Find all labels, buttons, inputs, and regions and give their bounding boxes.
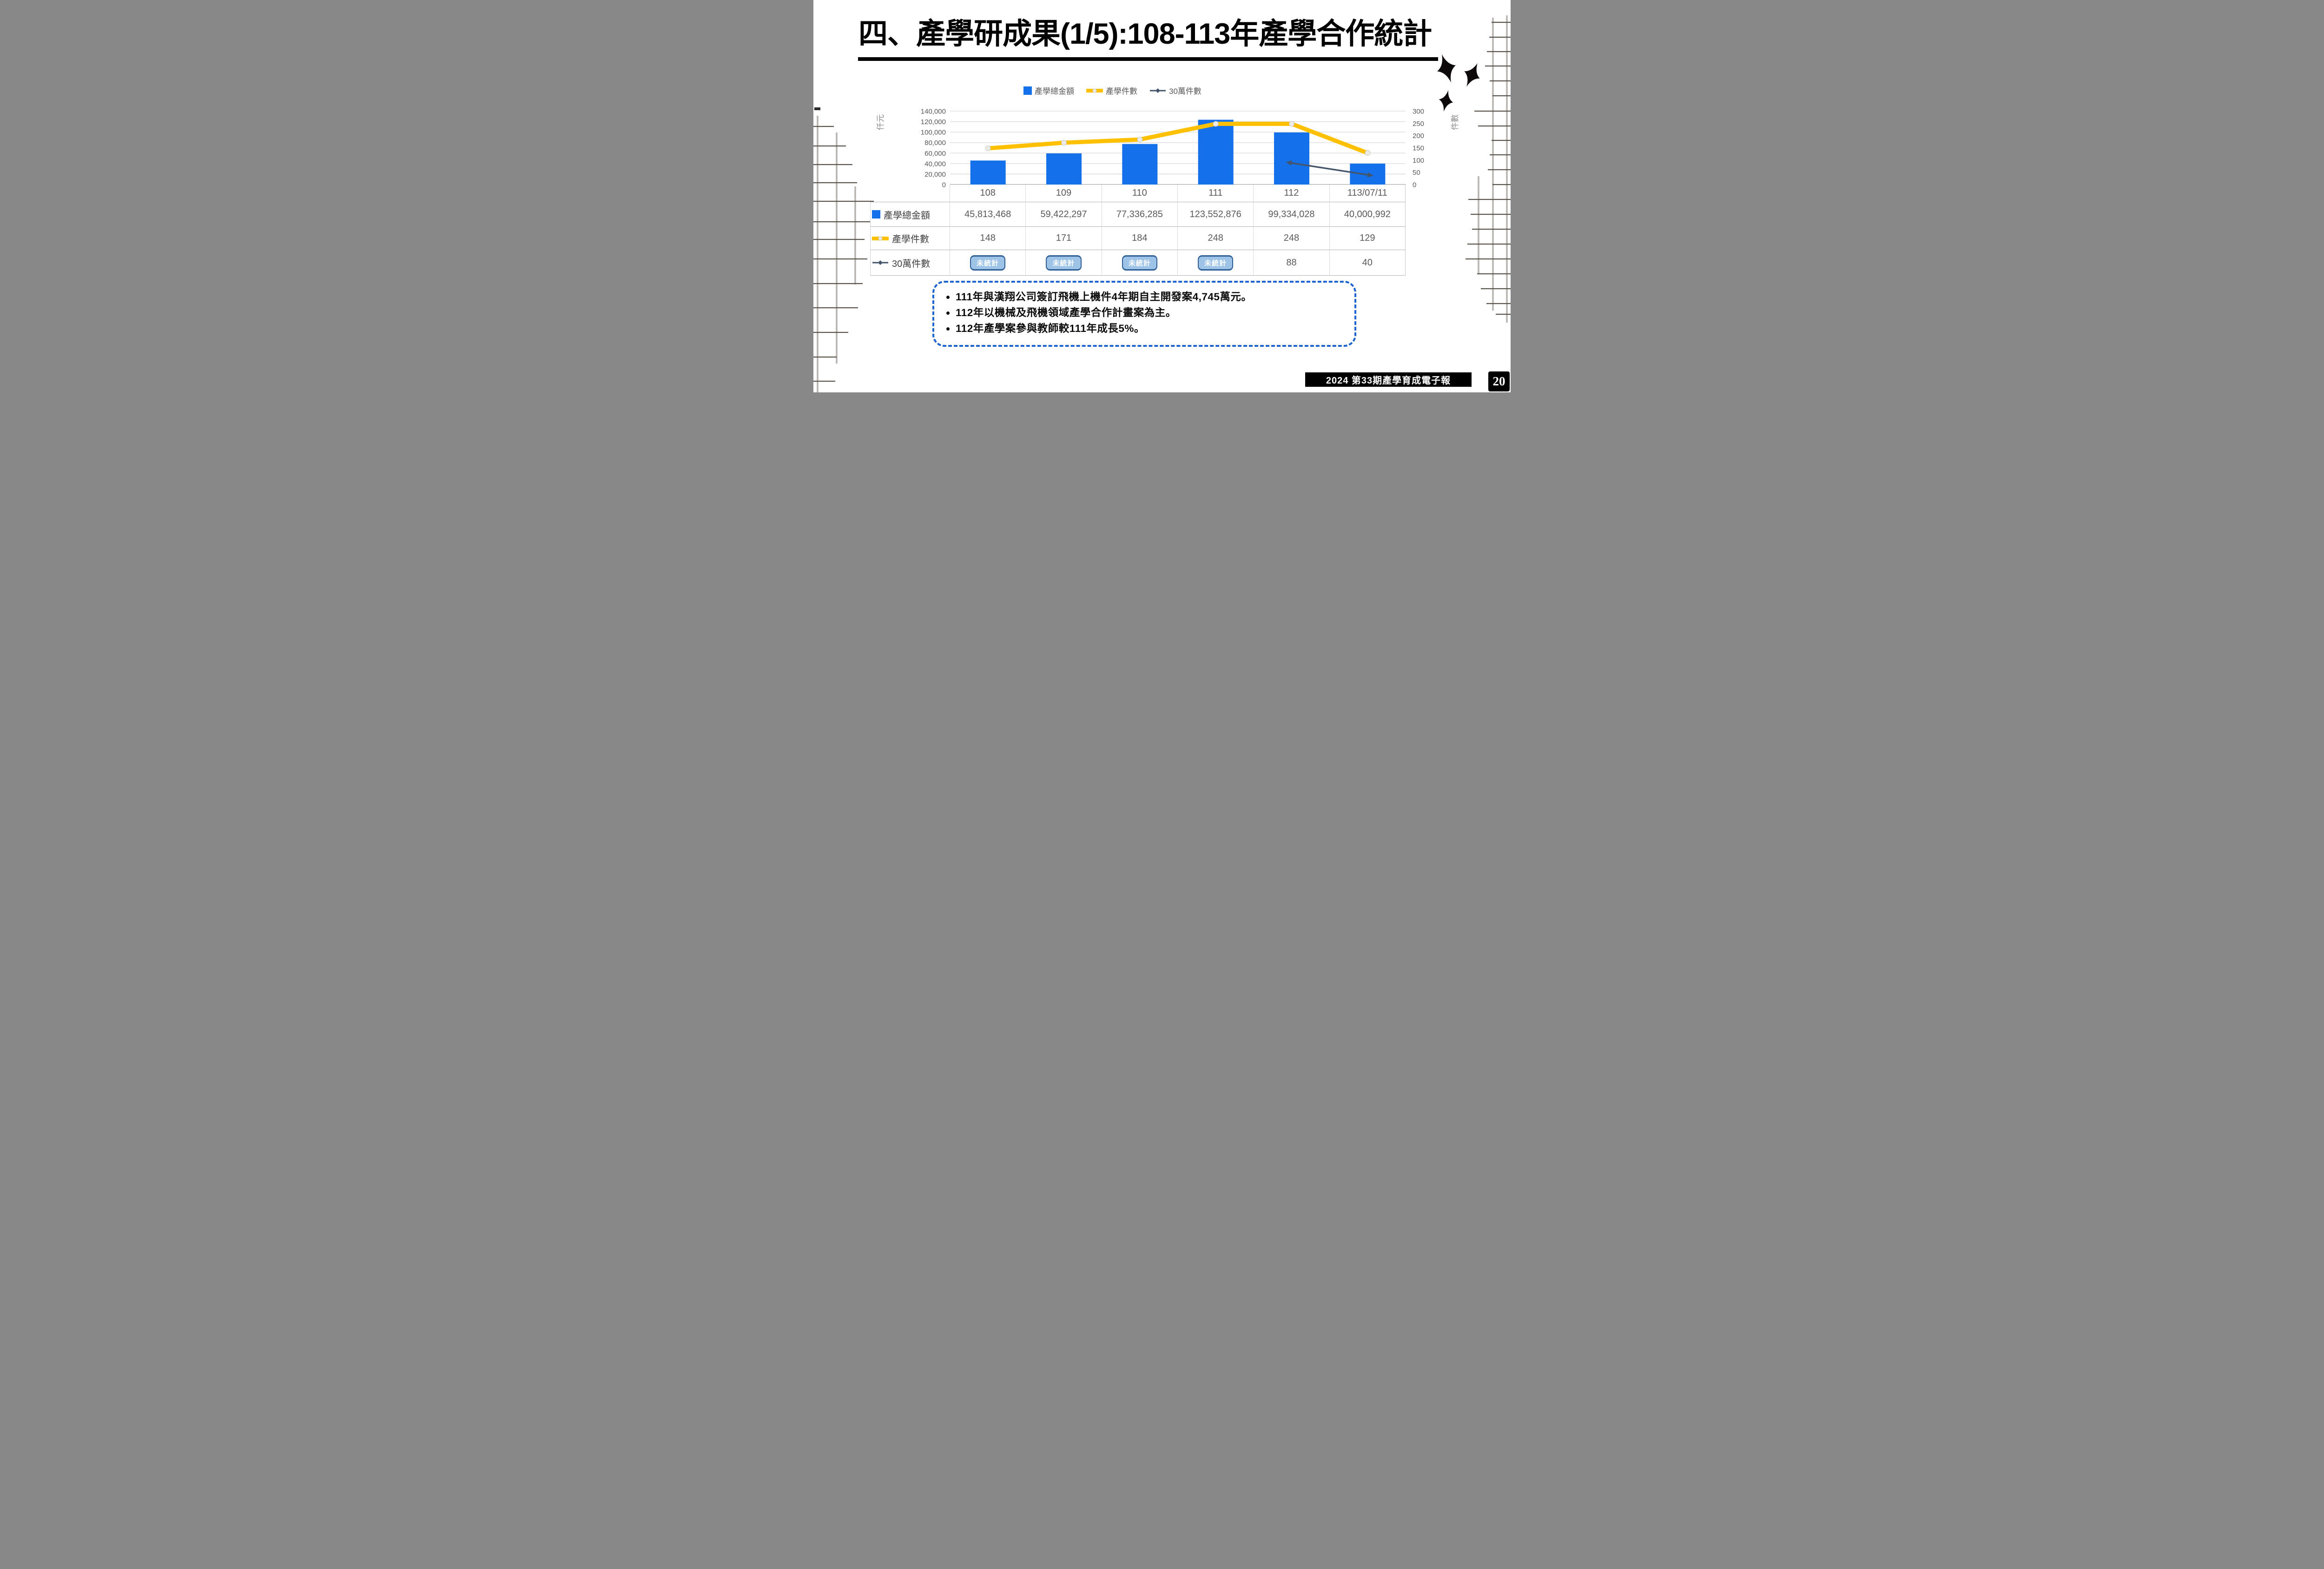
not-counted-badge: 未統計	[1122, 255, 1157, 271]
table-category-header: 109	[1026, 185, 1102, 202]
bar	[1046, 153, 1082, 185]
page-number: 20	[1492, 374, 1505, 388]
page-number-badge: 20	[1488, 371, 1510, 391]
line-arrowhead	[1367, 172, 1374, 178]
left-axis-tick-label: 60,000	[924, 150, 946, 158]
legend-label: 30萬件數	[1169, 87, 1202, 96]
table-cell: 45,813,468	[950, 202, 1026, 227]
table-row-label: 產學總金額	[870, 202, 950, 227]
right-axis-tick-label: 100	[1413, 157, 1424, 165]
legend-label: 產學件數	[1106, 87, 1137, 96]
legend-swatch-bar	[1023, 86, 1032, 95]
line-marker	[1213, 121, 1219, 127]
right-axis-tick-label: 50	[1413, 169, 1420, 177]
table-cell: 40	[1329, 250, 1406, 276]
right-axis-tick-label: 0	[1413, 181, 1416, 189]
sparkle-icon	[1437, 54, 1456, 83]
legend-item: 產學總金額	[1023, 85, 1074, 96]
table-row-label-text: 30萬件數	[892, 258, 931, 269]
left-axis-tick-label: 140,000	[921, 108, 946, 116]
title-underline	[858, 57, 1438, 61]
table-cell: 248	[1254, 227, 1330, 250]
chart-data-table: 108 109 110 111 112 113/07/11 產學總金額 45,813,468 5…	[870, 185, 1406, 276]
table-corner-cell	[870, 185, 950, 202]
table-cell: 40,000,992	[1329, 202, 1406, 227]
table-row-label: 產學件數	[870, 227, 950, 250]
right-axis-tick-label: 200	[1413, 132, 1424, 140]
note-bullet: 112年以機械及飛機領域產學合作計畫案為主。	[956, 305, 1340, 321]
notes-list: 111年與漢翔公司簽訂飛機上機件4年期自主開發案4,745萬元。112年以機械及…	[943, 289, 1340, 336]
right-axis-title: 件數	[1451, 114, 1459, 130]
bar	[1350, 163, 1386, 185]
line-series-300k	[1291, 162, 1368, 176]
legend-swatch-line-yellow	[872, 236, 889, 240]
notes-box: 111年與漢翔公司簽訂飛機上機件4年期自主開發案4,745萬元。112年以機械及…	[932, 281, 1356, 347]
sparkle-icon	[1464, 63, 1480, 87]
table-cell: 184	[1102, 227, 1178, 250]
line-marker	[985, 146, 991, 152]
slide: 四、產學研成果(1/5):108-113年產學合作統計 產學總金額 產學件數 30萬…	[813, 0, 1511, 392]
table-row-label-text: 產學總金額	[884, 210, 930, 221]
line-marker	[1137, 137, 1143, 143]
table-cell: 未統計	[1026, 250, 1102, 276]
bar	[1122, 144, 1158, 185]
not-counted-badge: 未統計	[970, 255, 1006, 271]
table-cell: 129	[1329, 227, 1406, 250]
left-axis-tick-label: 80,000	[924, 139, 946, 147]
legend-swatch-line-slate	[872, 260, 888, 265]
bar-series	[970, 119, 1386, 185]
note-bullet: 111年與漢翔公司簽訂飛機上機件4年期自主開發案4,745萬元。	[956, 289, 1340, 305]
right-axis-tick-label: 150	[1413, 145, 1424, 152]
note-bullet: 112年產學案參與教師較111年成長5%。	[956, 321, 1340, 337]
table-category-header: 108	[950, 185, 1026, 202]
right-axis-tick-label: 300	[1413, 108, 1424, 116]
footer-publication-bar: 2024 第33期產學育成電子報	[1305, 372, 1472, 387]
table-row-label: 30萬件數	[870, 250, 950, 276]
table-cell: 248	[1177, 227, 1254, 250]
table-cell: 99,334,028	[1254, 202, 1330, 227]
table-row-label-text: 產學件數	[892, 234, 929, 245]
table-cell: 未統計	[1102, 250, 1178, 276]
footer-publication-text: 2024 第33期產學育成電子報	[1326, 376, 1451, 386]
left-axis-tick-label: 40,000	[924, 160, 946, 168]
left-axis-tick-label: 100,000	[921, 129, 946, 137]
bar	[1274, 132, 1309, 185]
plot-gridlines	[950, 111, 1406, 185]
legend-item: 產學件數	[1086, 85, 1137, 96]
legend-item: 30萬件數	[1149, 85, 1202, 96]
left-axis-tick-label: 20,000	[924, 171, 946, 179]
table-category-header: 113/07/11	[1329, 185, 1406, 202]
table-cell: 77,336,285	[1102, 202, 1178, 227]
sparkle-icon	[1439, 90, 1453, 112]
not-counted-badge: 未統計	[1198, 255, 1234, 271]
slide-title: 四、產學研成果(1/5):108-113年產學合作統計	[858, 18, 1432, 50]
bar	[1198, 119, 1234, 185]
chart-legend: 產學總金額 產學件數 30萬件數	[1023, 85, 1202, 96]
line-marker	[1061, 139, 1067, 146]
table-category-header: 112	[1254, 185, 1330, 202]
not-counted-badge: 未統計	[1046, 255, 1082, 271]
left-axis-tick-label: 120,000	[921, 118, 946, 126]
bar	[970, 160, 1006, 185]
table-cell: 59,422,297	[1026, 202, 1102, 227]
right-axis-tick-label: 250	[1413, 120, 1424, 128]
line-marker	[1289, 121, 1294, 127]
table-cell: 123,552,876	[1177, 202, 1254, 227]
legend-swatch-line-slate	[1150, 88, 1166, 93]
line-marker	[1365, 150, 1371, 156]
table-cell: 148	[950, 227, 1026, 250]
table-category-header: 110	[1102, 185, 1178, 202]
left-axis-title: 仟元	[876, 114, 885, 130]
table-cell: 未統計	[950, 250, 1026, 276]
grid-dash	[814, 107, 820, 110]
legend-swatch-bar	[872, 210, 880, 218]
legend-label: 產學總金額	[1035, 87, 1074, 96]
legend-swatch-line-yellow	[1086, 88, 1103, 93]
table-category-header: 111	[1177, 185, 1254, 202]
table-cell: 171	[1026, 227, 1102, 250]
line-arrowhead	[1286, 160, 1292, 166]
table-cell: 88	[1254, 250, 1330, 276]
table-cell: 未統計	[1177, 250, 1254, 276]
line-series-cases	[986, 121, 1370, 155]
